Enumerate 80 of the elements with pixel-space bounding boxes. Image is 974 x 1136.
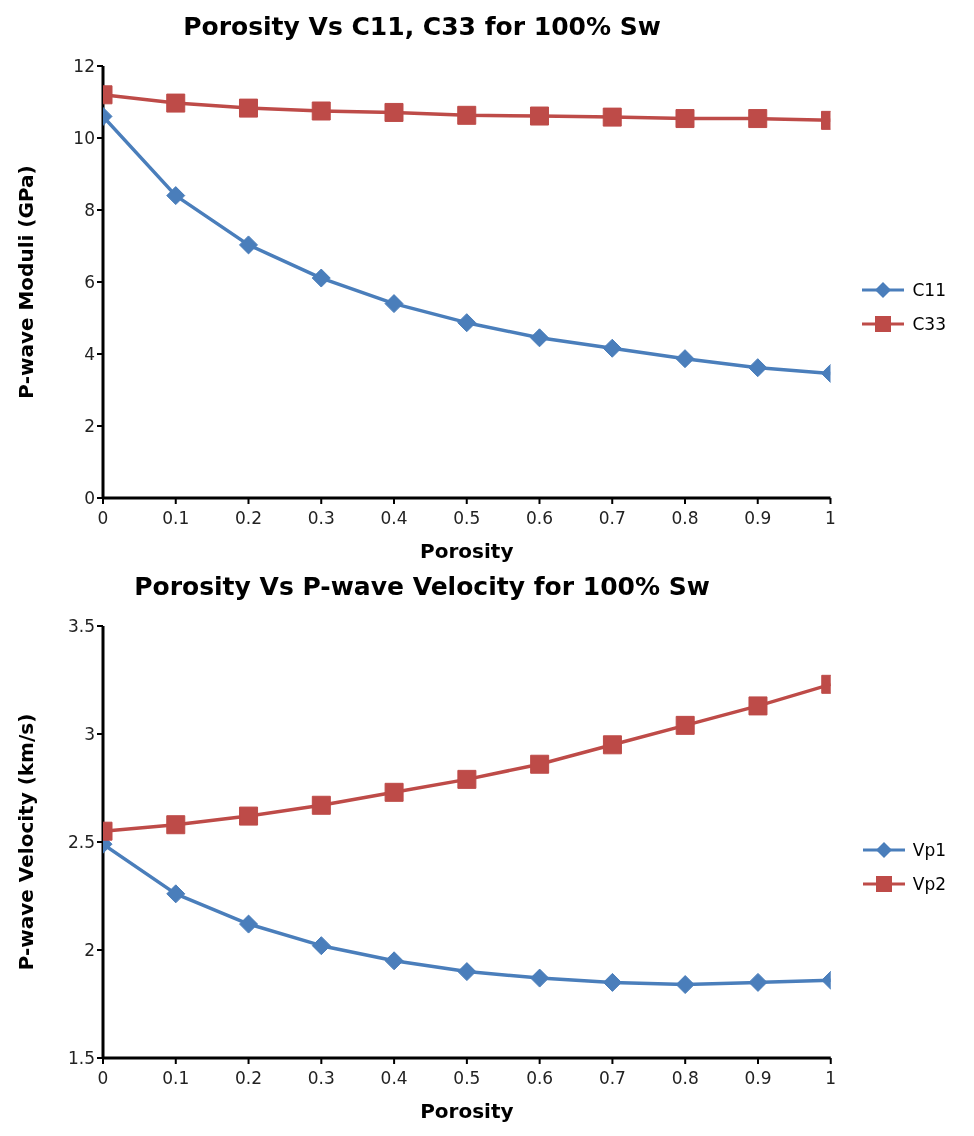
x-tick-label: 1: [825, 508, 836, 529]
x-tick-label: 0.2: [234, 508, 263, 529]
y-tick-label: 0: [84, 488, 95, 509]
point: [748, 696, 768, 716]
x-tick-label: 0.2: [235, 1068, 263, 1089]
y-tick-label: 3: [84, 724, 95, 745]
x-tick-label: 0.9: [744, 1068, 772, 1089]
point: [748, 109, 768, 129]
y-tick-label: 1.5: [67, 1048, 95, 1069]
y-tick-label: 2: [84, 416, 95, 437]
chart-title: Porosity Vs C11, C33 for 100% Sw: [182, 11, 662, 43]
chart-title: Porosity Vs P-wave Velocity for 100% Sw: [133, 571, 711, 603]
x-tick-label: 0.7: [598, 1068, 626, 1089]
point: [384, 951, 404, 971]
point: [311, 795, 331, 815]
point: [675, 109, 695, 129]
x-tick-label: 0.8: [671, 508, 699, 529]
point: [529, 106, 549, 126]
point: [675, 349, 695, 369]
x-tick-label: 0.4: [380, 508, 408, 529]
x-tick-label: 0.6: [526, 1068, 554, 1089]
y-tick-label: 12: [73, 56, 95, 77]
legend-label: Vp1: [912, 840, 946, 860]
point: [457, 313, 477, 333]
x-tick-label: 0.9: [744, 508, 772, 529]
x-tick-label: 0.3: [307, 508, 335, 529]
y-tick-label: 8: [84, 200, 95, 221]
point: [166, 884, 186, 904]
point: [166, 815, 186, 835]
point: [748, 358, 768, 378]
y-tick-label: 10: [73, 128, 95, 149]
point: [602, 735, 622, 755]
x-tick-label: 0: [97, 1068, 109, 1089]
legend-label: C11: [912, 280, 946, 300]
x-tick-label: 0.3: [307, 1068, 335, 1089]
point: [166, 93, 186, 113]
point: [457, 105, 477, 125]
x-tick-label: 0.6: [525, 508, 554, 529]
point: [239, 235, 258, 255]
x-tick-label: 0.8: [671, 1068, 699, 1089]
point: [384, 294, 404, 314]
x-tick-label: 0: [97, 508, 109, 529]
point: [675, 975, 695, 995]
x-tick-label: 0.1: [162, 508, 190, 529]
point: [530, 968, 550, 988]
point: [530, 754, 550, 774]
x-tick-label: 0.1: [162, 1068, 190, 1089]
point: [457, 769, 477, 789]
y-tick-label: 2.5: [67, 832, 95, 853]
x-tick-label: 0.5: [453, 1068, 481, 1089]
x-tick-label: 0.7: [598, 508, 626, 529]
y-axis-title: P-wave Velocity (km/s): [14, 713, 39, 971]
point: [602, 107, 622, 127]
point: [529, 328, 549, 348]
x-tick-label: 0.5: [453, 508, 481, 529]
legend-label: C33: [912, 314, 946, 334]
point: [311, 268, 331, 288]
point: [239, 98, 258, 118]
point: [384, 782, 404, 802]
point: [748, 972, 768, 992]
point: [311, 936, 331, 956]
point: [239, 914, 259, 934]
y-tick-label: 2: [84, 940, 95, 961]
point: [239, 806, 259, 826]
point: [384, 102, 404, 122]
point: [457, 962, 477, 982]
point: [311, 101, 331, 121]
point: [602, 972, 622, 992]
point: [166, 186, 186, 206]
x-axis-title: Porosity: [420, 539, 514, 563]
point: [675, 715, 695, 735]
x-tick-label: 0.4: [380, 1068, 408, 1089]
x-tick-label: 1: [825, 1068, 837, 1089]
y-tick-label: 3.5: [67, 616, 95, 637]
legend-label: Vp2: [912, 874, 946, 894]
y-tick-label: 4: [84, 344, 95, 365]
y-axis-title: P-wave Moduli (GPa): [14, 165, 39, 399]
x-axis-title: Porosity: [420, 1099, 514, 1123]
y-tick-label: 6: [84, 272, 95, 293]
point: [602, 338, 622, 358]
